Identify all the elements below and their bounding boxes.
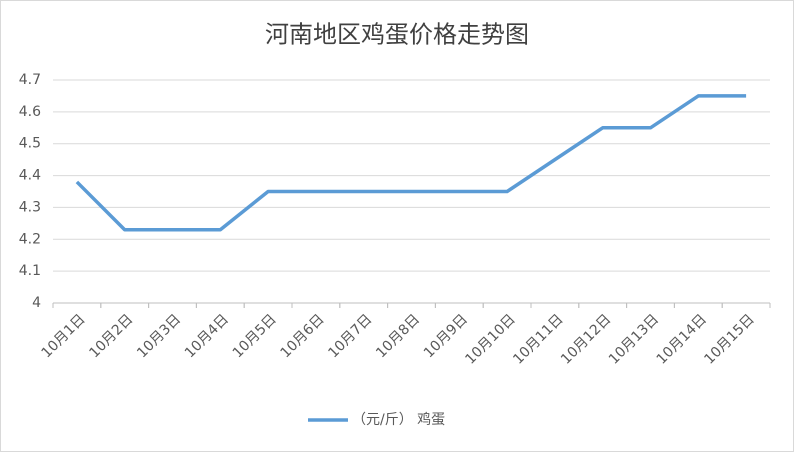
y-tick-label: 4.4 bbox=[19, 168, 41, 184]
y-tick-label: 4.2 bbox=[19, 231, 41, 247]
y-tick-label: 4.6 bbox=[19, 104, 41, 120]
legend-label: （元/斤） 鸡蛋 bbox=[352, 411, 445, 428]
line bbox=[75, 94, 747, 232]
chart-title: 河南地区鸡蛋价格走势图 bbox=[265, 21, 529, 49]
y-tick-label: 4 bbox=[32, 295, 41, 311]
y-tick-label: 4.7 bbox=[19, 72, 41, 88]
y-tick-label: 4.5 bbox=[19, 136, 41, 152]
y-tick-label: 4.3 bbox=[19, 199, 41, 215]
y-tick-label: 4.1 bbox=[19, 263, 41, 279]
